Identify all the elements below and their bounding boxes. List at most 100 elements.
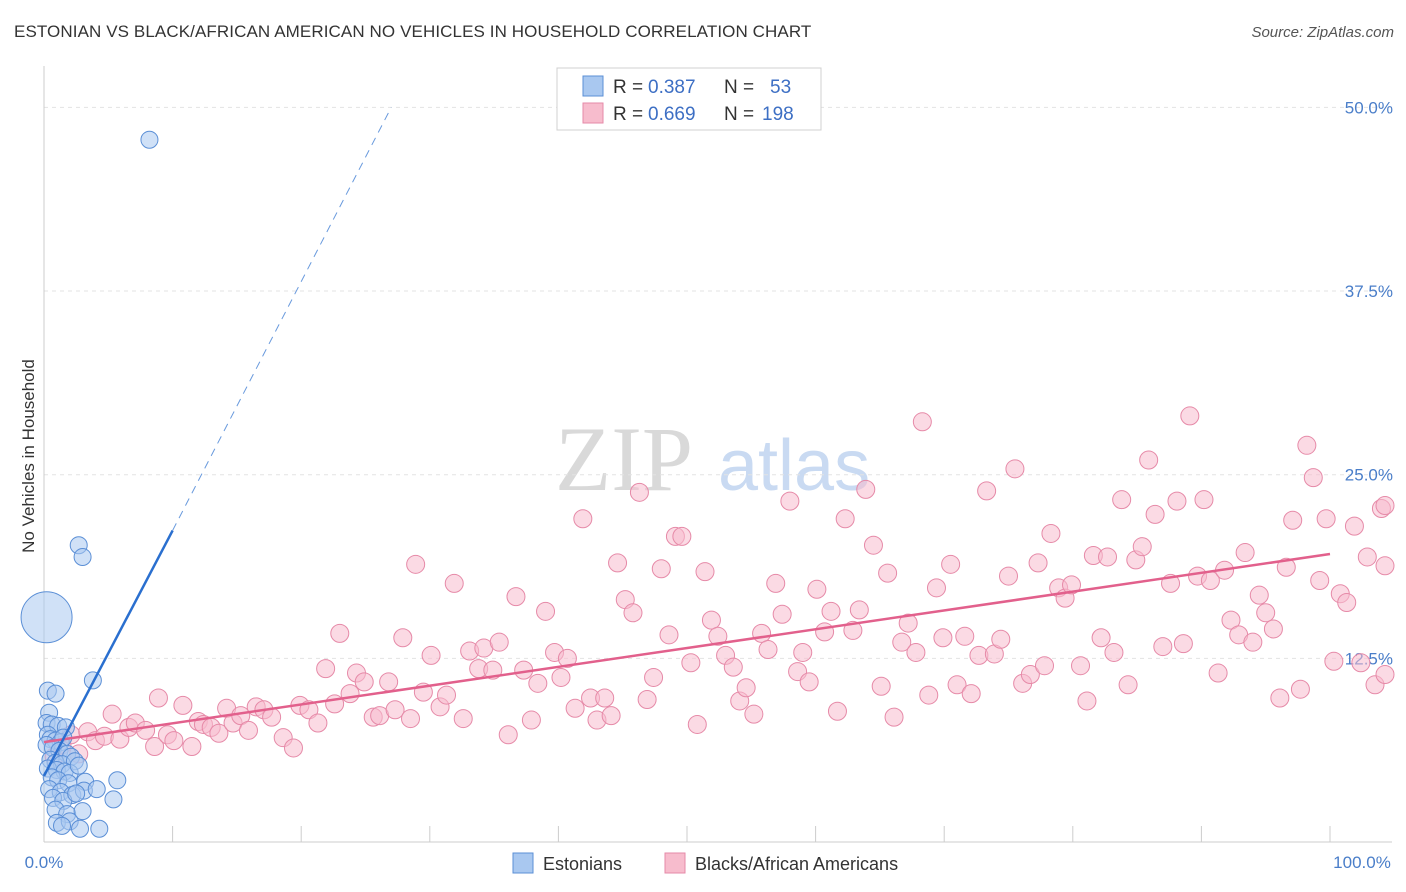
legend-swatch-estonian — [582, 75, 604, 97]
data-point-black — [595, 688, 615, 708]
data-point-black — [1283, 510, 1303, 530]
watermark-zip: ZIP — [555, 408, 693, 510]
data-point-black — [827, 701, 847, 721]
bottom-legend: Estonians Blacks/African Americans — [512, 852, 898, 874]
data-point-black — [421, 645, 441, 665]
data-point-estonian — [20, 591, 73, 644]
x-tick-label: 0.0% — [25, 853, 64, 872]
data-point-estonian — [73, 547, 92, 566]
data-point-estonian — [67, 784, 86, 803]
data-point-black — [799, 672, 819, 692]
data-point-black — [629, 482, 649, 502]
data-point-black — [385, 700, 405, 720]
legend-n-value-1: 53 — [770, 77, 791, 98]
data-point-black — [551, 667, 571, 687]
watermark: ZIP atlas — [555, 408, 870, 510]
series-estonian-points — [20, 130, 159, 838]
chart-source: Source: ZipAtlas.com — [1251, 24, 1394, 41]
data-point-black — [536, 601, 556, 621]
data-point-black — [1243, 632, 1263, 652]
data-point-black — [793, 642, 813, 662]
data-point-black — [528, 673, 548, 693]
data-point-black — [316, 659, 336, 679]
top-legend: R = 0.387 N = 53 R = 0.669 N = 198 — [556, 67, 822, 131]
data-point-black — [1118, 675, 1138, 695]
data-point-black — [1263, 619, 1283, 639]
y-tick-labels: 12.5%25.0%37.5%50.0% — [1345, 98, 1393, 668]
data-point-black — [209, 723, 229, 743]
y-tick-label: 50.0% — [1345, 98, 1393, 117]
data-point-black — [843, 620, 863, 640]
legend-r-value-1: 0.387 — [648, 77, 696, 98]
data-point-black — [1180, 406, 1200, 426]
data-point-black — [1062, 575, 1082, 595]
data-point-black — [94, 726, 114, 746]
data-point-black — [1145, 504, 1165, 524]
data-point-black — [744, 704, 764, 724]
data-point-black — [919, 685, 939, 705]
data-point-black — [1290, 679, 1310, 699]
data-point-black — [856, 479, 876, 499]
data-point-black — [821, 601, 841, 621]
data-point-black — [991, 629, 1011, 649]
data-point-black — [1297, 435, 1317, 455]
data-point-black — [623, 603, 643, 623]
data-point-black — [1041, 523, 1061, 543]
data-point-black — [723, 657, 743, 677]
x-tick-labels: 0.0% 100.0% — [25, 853, 1391, 872]
data-point-black — [557, 648, 577, 668]
data-point-black — [164, 731, 184, 751]
legend-n-value-2: 198 — [762, 104, 794, 125]
data-point-black — [1375, 556, 1395, 576]
data-point-black — [815, 622, 835, 642]
data-point-black — [182, 737, 202, 756]
data-point-black — [1020, 665, 1040, 685]
data-point-black — [941, 554, 961, 574]
data-point-black — [736, 678, 756, 698]
data-point-black — [884, 707, 904, 727]
data-point-black — [498, 725, 518, 745]
data-point-black — [835, 509, 855, 529]
data-point-black — [999, 566, 1018, 586]
data-point-black — [145, 737, 165, 756]
data-point-black — [892, 632, 912, 652]
legend-n-label-1: N = — [724, 77, 754, 98]
data-point-black — [1351, 653, 1371, 673]
data-point-black — [1071, 656, 1091, 676]
data-point-black — [238, 720, 258, 740]
data-point-black — [608, 553, 628, 573]
data-point-black — [1270, 688, 1290, 708]
bottom-legend-black: Blacks/African Americans — [695, 854, 898, 874]
data-point-estonian — [140, 130, 159, 149]
bottom-legend-estonian: Estonians — [543, 854, 622, 874]
data-point-black — [906, 642, 926, 662]
data-point-black — [977, 481, 997, 501]
data-point-black — [1221, 610, 1241, 630]
data-point-black — [651, 559, 671, 579]
data-point-black — [1357, 547, 1377, 567]
legend-r-label-2: R = — [613, 104, 643, 125]
data-point-black — [1112, 490, 1132, 510]
data-point-black — [1235, 543, 1255, 563]
data-point-black — [393, 628, 413, 648]
data-point-black — [1337, 593, 1357, 613]
y-tick-label: 37.5% — [1345, 282, 1393, 301]
data-point-black — [1375, 665, 1395, 685]
data-point-black — [672, 526, 692, 546]
legend-r-label-1: R = — [613, 77, 643, 98]
data-point-black — [1167, 491, 1187, 511]
data-point-black — [406, 554, 426, 574]
data-point-black — [878, 563, 898, 583]
data-point-black — [961, 684, 981, 704]
data-point-black — [926, 578, 946, 598]
series-black-points — [44, 406, 1395, 767]
data-point-black — [637, 689, 657, 709]
data-point-black — [283, 738, 303, 758]
data-point-black — [308, 713, 328, 733]
data-point-black — [807, 579, 827, 599]
data-point-black — [1249, 585, 1269, 605]
data-point-black — [340, 684, 360, 704]
data-point-black — [863, 535, 883, 555]
data-point-black — [1005, 459, 1025, 479]
data-point-black — [506, 587, 526, 607]
